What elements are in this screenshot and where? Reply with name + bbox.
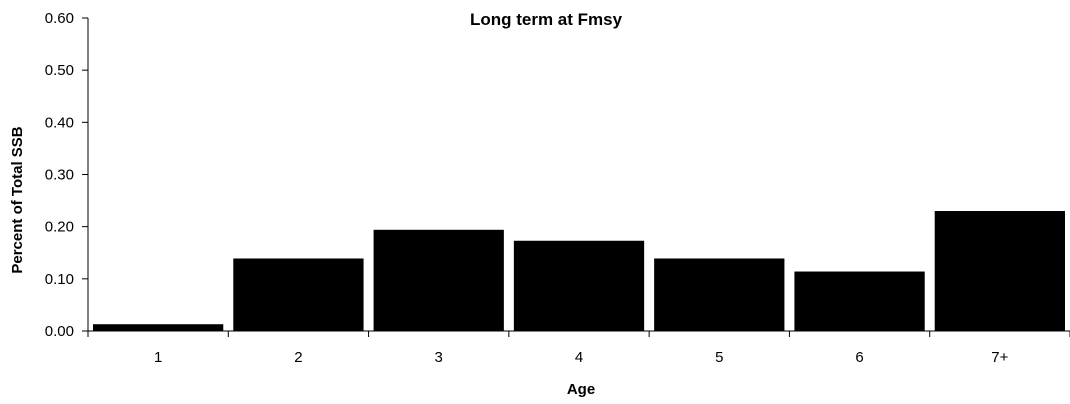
y-tick-label: 0.40 <box>45 114 74 131</box>
x-tick-label: 7+ <box>991 349 1008 366</box>
x-tick-label: 4 <box>575 349 583 366</box>
x-axis-title: Age <box>567 381 595 398</box>
x-tick-label: 2 <box>294 349 302 366</box>
bar-age-5 <box>654 258 785 331</box>
bar-age-4 <box>513 240 645 331</box>
x-tick-label: 6 <box>855 349 863 366</box>
y-tick-label: 0.10 <box>45 271 74 288</box>
y-tick-label: 0.60 <box>45 10 74 27</box>
bar-age-7+ <box>934 211 1065 331</box>
y-tick-label: 0.30 <box>45 167 74 184</box>
y-axis-title: Percent of Total SSB <box>9 126 26 273</box>
y-axis: 0.00 0.10 0.20 0.30 0.40 0.50 0.60 <box>45 10 88 340</box>
bar-age-1 <box>93 324 224 331</box>
bar-age-6 <box>794 271 925 331</box>
y-tick-label: 0.20 <box>45 219 74 236</box>
y-tick-label: 0.50 <box>45 62 74 79</box>
x-tick-label: 1 <box>154 349 162 366</box>
x-tick-label: 5 <box>715 349 723 366</box>
chart-title: Long term at Fmsy <box>470 10 623 29</box>
bar-age-2 <box>233 258 364 331</box>
y-tick-label: 0.00 <box>45 323 74 340</box>
bar-age-3 <box>373 229 504 331</box>
bars-group <box>93 211 1065 331</box>
x-axis: 1 2 3 4 5 6 7+ <box>87 331 1070 366</box>
x-tick-label: 3 <box>435 349 443 366</box>
